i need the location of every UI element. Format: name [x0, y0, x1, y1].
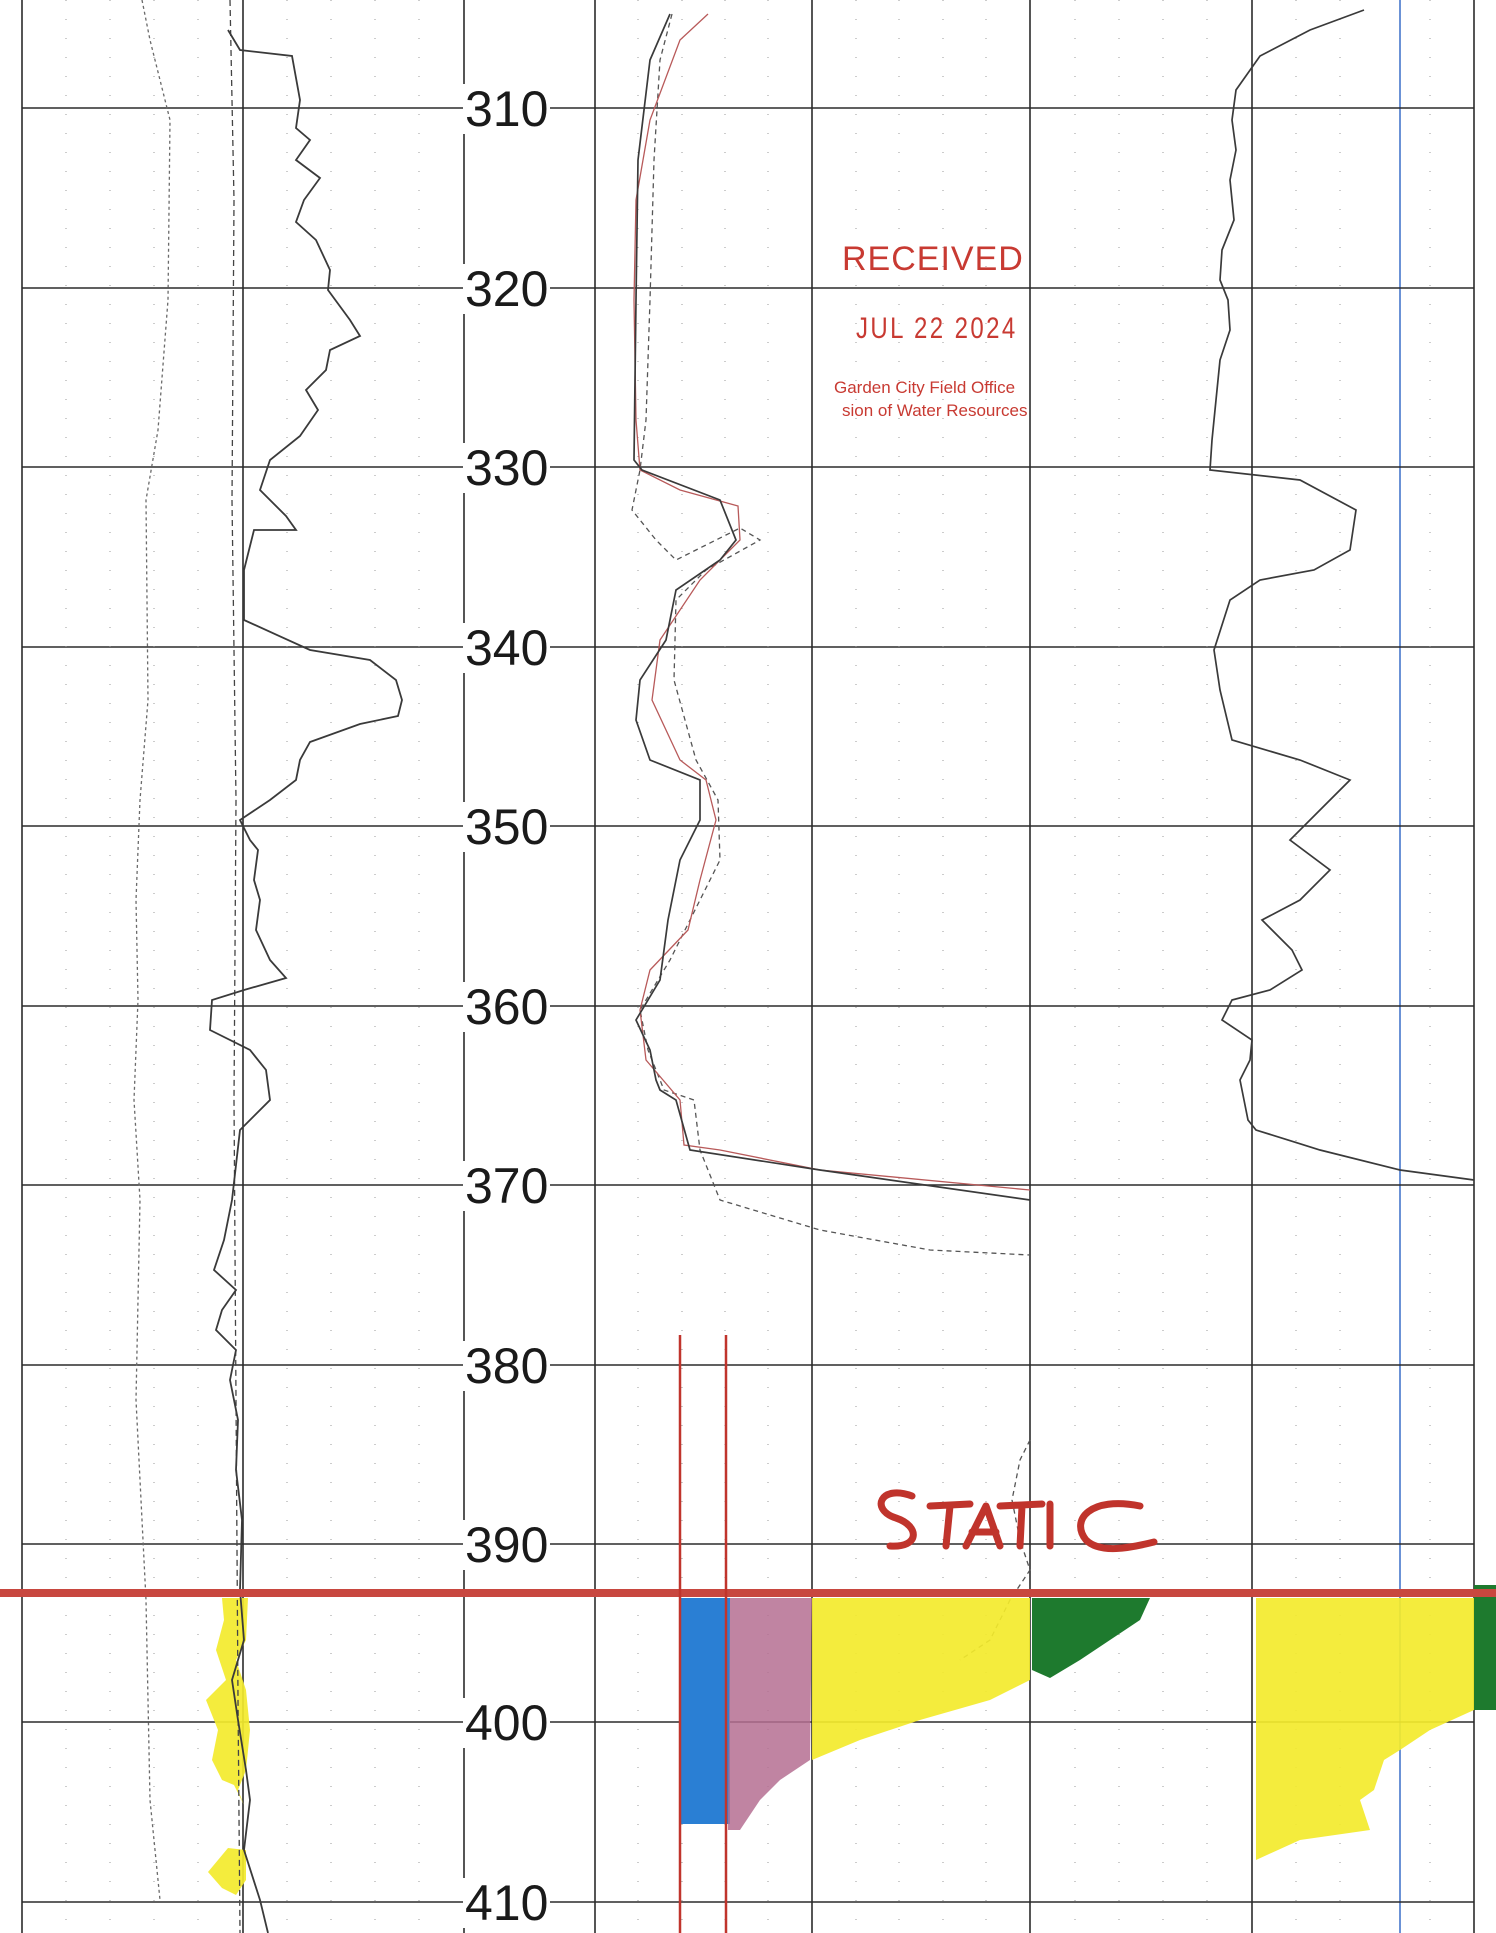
- track2-red-curve: [633, 13, 1031, 1191]
- track3-green-fill: [1474, 1585, 1496, 1710]
- received-stamp-date: JUL 22 2024: [856, 312, 1018, 345]
- depth-label-380: 380: [463, 1338, 551, 1394]
- track1-dotted-curve: [133, 0, 171, 1901]
- depth-label-350: 350: [463, 799, 551, 855]
- track2-solid-curve: [633, 13, 1031, 1201]
- track3-yellow-fill: [1256, 1598, 1474, 1860]
- blue-fill-block: [680, 1598, 730, 1824]
- depth-label-330: 330: [463, 440, 551, 496]
- track2-yellow-fill: [812, 1598, 1030, 1760]
- depth-label-320: 320: [463, 261, 551, 317]
- track1-yellow-fill-lower: [208, 1848, 246, 1895]
- received-stamp-division: sion of Water Resources: [842, 401, 1028, 420]
- mauve-fill-block: [728, 1598, 812, 1830]
- grid-vertical-lines: [21, 0, 1475, 1933]
- depth-label-390: 390: [463, 1517, 551, 1573]
- green-fill-block: [1032, 1598, 1150, 1678]
- depth-label-410: 410: [463, 1875, 551, 1931]
- track2-dashed-curve: [631, 13, 1031, 1256]
- received-stamp-title: RECEIVED: [842, 240, 1024, 278]
- depth-label-370: 370: [463, 1158, 551, 1214]
- depth-label-340: 340: [463, 620, 551, 676]
- depth-label-400: 400: [463, 1695, 551, 1751]
- track1-dashed-curve: [229, 0, 241, 1933]
- handwritten-static-annotation: [877, 1489, 1158, 1553]
- track3-solid-curve: [1209, 9, 1475, 1181]
- received-stamp-office: Garden City Field Office: [834, 378, 1016, 397]
- track1-solid-curve: [209, 29, 403, 1933]
- depth-label-310: 310: [463, 81, 551, 137]
- grid-horizontal-lines: [22, 107, 1474, 1903]
- depth-label-360: 360: [463, 979, 551, 1035]
